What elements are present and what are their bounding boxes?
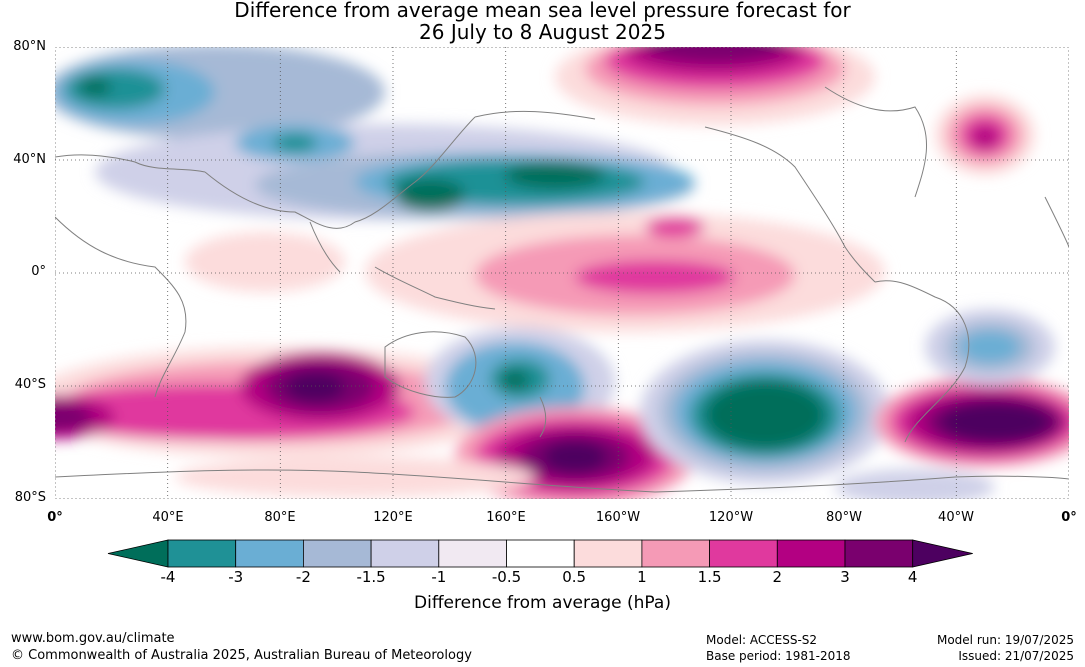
lon-label-160e: 160°E: [486, 510, 526, 525]
coastlines: [55, 86, 1069, 493]
lat-label-80s: 80°S: [14, 490, 46, 505]
colorbar-tick-label: 3: [840, 568, 850, 586]
colorbar-tick-label: -2: [295, 568, 311, 586]
map-title-line-1: Difference from average mean sea level p…: [234, 0, 851, 22]
footer-issued: Issued: 21/07/2025: [958, 649, 1074, 663]
lon-label-160w: 160°W: [595, 510, 641, 525]
lon-label-40e: 40°E: [152, 510, 184, 525]
colorbar-title: Difference from average (hPa): [414, 593, 671, 613]
colorbar-swatch: [641, 539, 711, 568]
lat-label-40n: 40°N: [13, 152, 46, 167]
colorbar-tick-label: -4: [160, 568, 176, 586]
lon-label-80e: 80°E: [264, 510, 296, 525]
lon-label-120e: 120°E: [373, 510, 413, 525]
lon-label-0-right: 0°: [1061, 510, 1077, 525]
lat-label-80n: 80°N: [13, 39, 46, 54]
lat-label-equator: 0°: [31, 264, 46, 279]
pressure-anomaly-map: [55, 47, 1069, 499]
colorbar-swatch: [506, 539, 575, 568]
colorbar-swatch: [302, 539, 372, 568]
colorbar-tick-label: 0.5: [562, 568, 587, 586]
colorbar-swatch: [709, 539, 778, 568]
colorbar-swatch: [370, 539, 440, 568]
colorbar-tick-label: 2: [772, 568, 783, 586]
footer-base-period: Base period: 1981-2018: [706, 649, 851, 663]
colorbar: [107, 539, 973, 568]
lon-label-120w: 120°W: [708, 510, 754, 525]
footer-copyright: © Commonwealth of Australia 2025, Austra…: [11, 648, 472, 663]
lon-label-80w: 80°W: [826, 510, 862, 525]
lon-label-40w: 40°W: [938, 510, 974, 525]
colorbar-swatch: [235, 539, 304, 568]
colorbar-tick-label: -0.5: [491, 568, 522, 586]
colorbar-tick-label: 1: [637, 568, 647, 586]
footer-model: Model: ACCESS-S2: [706, 633, 818, 647]
anomaly-fill-layer: [55, 47, 1069, 499]
colorbar-extension-low: [107, 539, 169, 568]
colorbar-tick-label: -3: [228, 568, 244, 586]
map-title-line-2: 26 July to 8 August 2025: [419, 20, 666, 44]
colorbar-swatch: [844, 539, 914, 568]
colorbar-tick-label: -1: [431, 568, 447, 586]
colorbar-tick-label: -1.5: [356, 568, 386, 586]
lon-label-0-left: 0°: [47, 510, 63, 525]
colorbar-swatch: [438, 539, 507, 568]
colorbar-swatch: [167, 539, 237, 568]
colorbar-swatch: [776, 539, 846, 568]
map-canvas: [55, 47, 1069, 499]
colorbar-swatch: [573, 539, 643, 568]
colorbar-extension-high: [912, 539, 973, 568]
colorbar-tick-label: 1.5: [697, 568, 722, 586]
footer-website[interactable]: www.bom.gov.au/climate: [11, 631, 175, 646]
colorbar-tick-label: 4: [907, 568, 918, 586]
graticule: [55, 47, 1069, 499]
footer-model-run: Model run: 19/07/2025: [936, 633, 1074, 647]
lat-label-40s: 40°S: [14, 377, 46, 392]
